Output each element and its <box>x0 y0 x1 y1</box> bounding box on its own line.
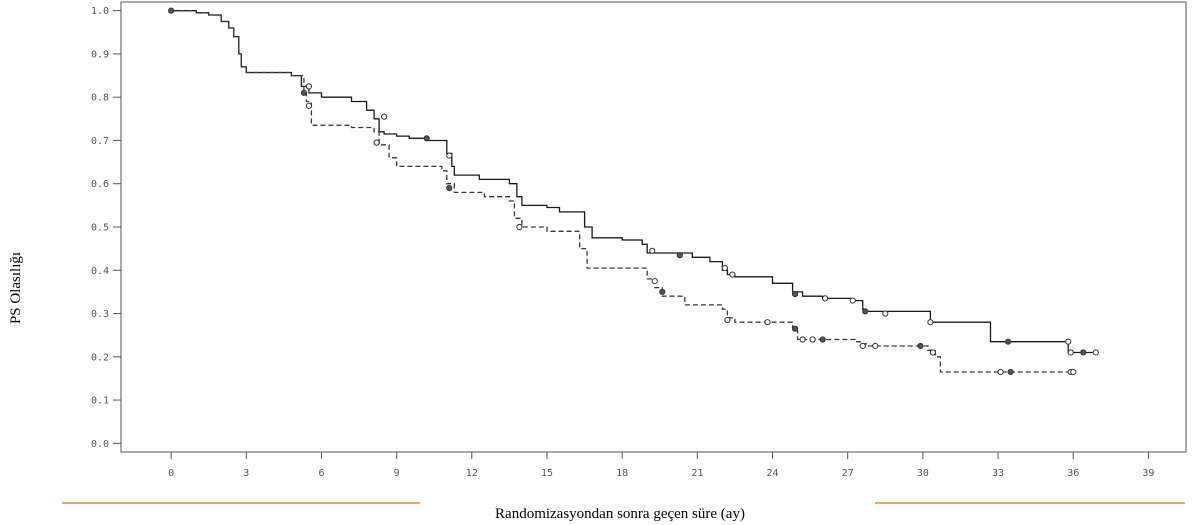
censor-marker-solid-0 <box>168 7 175 14</box>
censor-marker-dashed-7 <box>724 316 731 324</box>
x-tick-label-6: 18 <box>616 468 628 479</box>
censor-marker-solid-7 <box>721 265 729 272</box>
series-layer <box>171 10 1099 373</box>
censor-marker-dashed-20 <box>1070 368 1077 376</box>
censor-marker-solid-15 <box>1004 338 1012 345</box>
censor-marker-dashed-11 <box>809 336 816 343</box>
censor-marker-dashed-0 <box>300 89 308 96</box>
y-tick-label-6: 0.6 <box>91 179 109 190</box>
x-axis-label: Randomizasyondan sonra geçen süre (ay) <box>495 506 745 522</box>
censor-marker-solid-16 <box>1065 338 1072 345</box>
censor-marker-solid-10 <box>822 295 829 302</box>
x-tick-label-7: 21 <box>691 468 703 479</box>
censor-marker-dashed-2 <box>373 139 380 146</box>
y-axis-label: PS Olasılığı <box>8 252 24 324</box>
series-solid-line <box>171 10 1099 354</box>
y-tick-label-3: 0.3 <box>91 309 109 320</box>
y-tick-label-0: 0.0 <box>91 439 109 450</box>
y-tick-label-7: 0.7 <box>91 136 109 147</box>
x-tick-label-4: 12 <box>466 468 478 479</box>
y-tick-label-10: 1.0 <box>91 6 109 17</box>
censor-marker-dashed-1 <box>305 102 313 109</box>
x-tick-label-9: 27 <box>842 468 854 479</box>
censor-marker-dashed-16 <box>929 349 937 356</box>
x-tick-label-12: 36 <box>1067 468 1079 479</box>
censor-marker-solid-18 <box>1080 349 1087 356</box>
y-tick-label-8: 0.8 <box>91 93 109 104</box>
censor-marker-solid-9 <box>791 290 799 298</box>
censor-marker-dashed-14 <box>872 342 879 350</box>
x-tick-label-13: 39 <box>1142 468 1154 479</box>
y-tick-label-2: 0.2 <box>91 352 109 363</box>
censor-marker-solid-19 <box>1092 349 1099 356</box>
y-tick-label-4: 0.4 <box>91 266 109 277</box>
marker-layer <box>168 7 1099 376</box>
y-tick-label-5: 0.5 <box>91 223 109 234</box>
x-tick-label-8: 24 <box>767 468 779 479</box>
censor-marker-dashed-18 <box>1007 368 1014 376</box>
censor-marker-solid-1 <box>305 83 313 90</box>
censor-marker-dashed-12 <box>819 336 826 343</box>
y-tick-label-9: 0.9 <box>91 49 109 60</box>
x-tick-label-10: 30 <box>917 468 929 479</box>
censor-marker-solid-11 <box>849 297 856 304</box>
censor-marker-solid-17 <box>1067 349 1074 356</box>
censor-marker-dashed-3 <box>446 184 453 192</box>
censor-marker-dashed-8 <box>764 319 771 326</box>
censor-marker-dashed-5 <box>651 277 658 285</box>
censor-marker-solid-6 <box>676 252 683 259</box>
x-axis: 0 3 6 9 12 15 18 21 24 27 30 33 36 39 <box>168 452 1154 479</box>
plot-frame <box>120 1 1187 453</box>
censor-marker-dashed-4 <box>516 223 523 231</box>
censor-marker-dashed-17 <box>997 368 1004 376</box>
censor-marker-dashed-6 <box>659 288 666 296</box>
censor-marker-solid-2 <box>381 113 388 120</box>
censor-marker-dashed-10 <box>799 336 806 343</box>
censor-marker-dashed-13 <box>859 342 866 350</box>
censor-marker-solid-13 <box>882 310 889 317</box>
censor-marker-solid-14 <box>927 319 934 326</box>
censor-marker-solid-5 <box>649 247 656 254</box>
y-tick-label-1: 0.1 <box>91 396 109 407</box>
x-tick-label-0: 0 <box>168 468 174 479</box>
censor-marker-dashed-15 <box>917 342 924 350</box>
series-dashed-line <box>171 10 1074 373</box>
x-tick-label-1: 3 <box>243 468 249 479</box>
censor-marker-solid-4 <box>446 152 453 159</box>
x-tick-label-2: 6 <box>318 468 324 479</box>
x-tick-label-3: 9 <box>394 468 400 479</box>
censor-marker-dashed-9 <box>791 325 799 332</box>
y-axis: 0.0 0.1 0.2 0.3 0.4 0.5 0.6 0.7 0.8 0.9 1.0 <box>91 6 121 450</box>
censor-marker-solid-8 <box>729 271 736 278</box>
censor-marker-solid-12 <box>862 308 869 315</box>
x-tick-label-5: 15 <box>541 468 553 479</box>
x-tick-label-11: 33 <box>992 468 1004 479</box>
censor-marker-solid-3 <box>423 135 430 142</box>
